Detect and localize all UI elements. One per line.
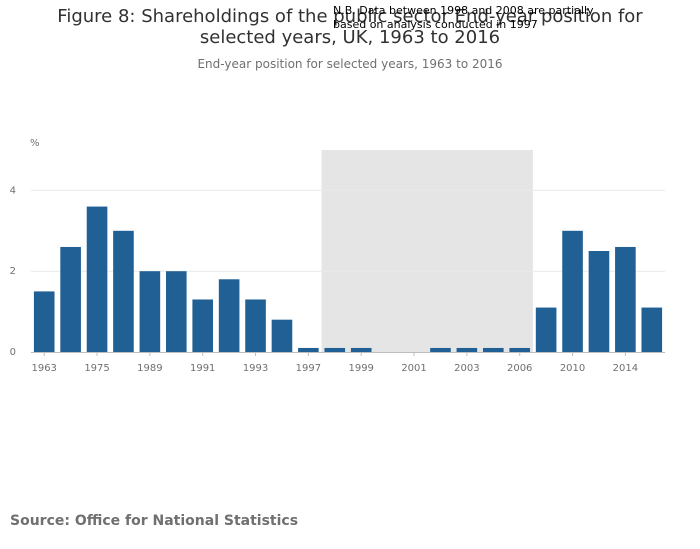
bar bbox=[641, 307, 663, 352]
x-tick-label: 2010 bbox=[560, 363, 585, 374]
y-axis-label: % bbox=[30, 138, 40, 149]
chart-annotation: N.B. Data between 1998 and 2008 are part… bbox=[333, 4, 594, 31]
bar bbox=[588, 251, 610, 352]
x-tick-label: 1975 bbox=[84, 363, 109, 374]
bar bbox=[218, 279, 240, 352]
x-tick-label: 2001 bbox=[401, 363, 426, 374]
chart-title: Figure 8: Shareholdings of the public se… bbox=[57, 6, 643, 48]
bar bbox=[324, 347, 346, 352]
x-tick-label: 1991 bbox=[190, 363, 215, 374]
bar bbox=[113, 230, 134, 352]
x-tick-label: 1993 bbox=[243, 363, 268, 374]
y-tick-label: 4 bbox=[10, 185, 16, 196]
bar bbox=[60, 246, 81, 352]
x-tick-label: 2014 bbox=[613, 363, 638, 374]
bar bbox=[245, 299, 266, 352]
bar bbox=[350, 347, 372, 352]
bar bbox=[482, 347, 504, 352]
bar bbox=[298, 347, 319, 352]
bar bbox=[33, 291, 55, 352]
bar bbox=[535, 307, 557, 352]
source-note: Source: Office for National Statistics bbox=[10, 513, 299, 529]
shaded-region bbox=[321, 150, 533, 352]
x-tick-label: 1963 bbox=[31, 363, 56, 374]
bar bbox=[86, 206, 108, 352]
bar bbox=[192, 299, 214, 352]
y-tick-label: 0 bbox=[10, 347, 16, 358]
bar bbox=[139, 271, 161, 352]
bar bbox=[456, 347, 478, 352]
x-tick-label: 2006 bbox=[507, 363, 532, 374]
bar bbox=[165, 271, 187, 352]
bar bbox=[615, 246, 636, 352]
y-tick-label: 2 bbox=[10, 266, 16, 277]
bar bbox=[271, 319, 293, 352]
x-tick-label: 2003 bbox=[454, 363, 479, 374]
bar bbox=[562, 230, 583, 352]
x-tick-label: 1999 bbox=[348, 363, 373, 374]
x-tick-label: 1989 bbox=[137, 363, 162, 374]
chart-subtitle: End-year position for selected years, 19… bbox=[197, 57, 503, 71]
bar bbox=[430, 347, 451, 352]
x-tick-label: 1997 bbox=[296, 363, 321, 374]
bar bbox=[509, 347, 531, 352]
